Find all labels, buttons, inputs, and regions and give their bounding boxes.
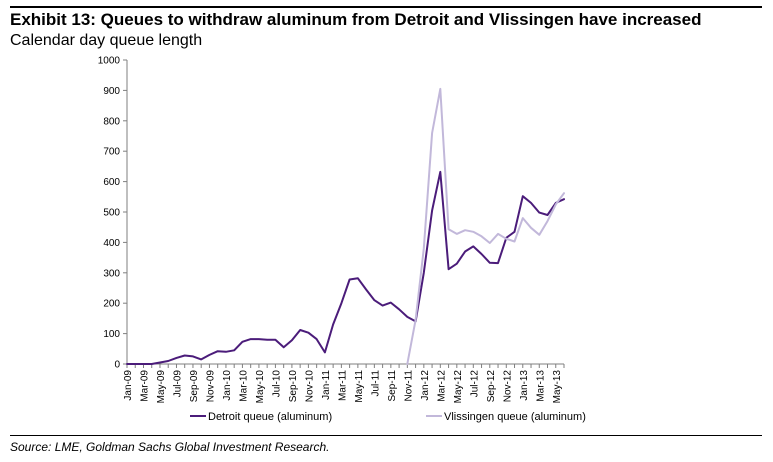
y-tick-label: 600 bbox=[103, 177, 120, 188]
legend-label-vlissingen: Vlissingen queue (aluminum) bbox=[444, 411, 586, 423]
x-tick-label: Sep-11 bbox=[387, 370, 398, 402]
x-tick-label: Jan-11 bbox=[321, 370, 332, 400]
x-tick-label: Mar-13 bbox=[535, 370, 546, 402]
y-tick-label: 900 bbox=[103, 86, 120, 97]
x-tick-label: Nov-12 bbox=[502, 370, 513, 403]
source-note: Source: LME, Goldman Sachs Global Invest… bbox=[10, 440, 330, 454]
y-tick-label: 100 bbox=[103, 329, 120, 340]
x-tick-label: Sep-10 bbox=[288, 370, 299, 403]
x-tick-label: May-10 bbox=[255, 370, 266, 404]
series-line-vlissingen bbox=[406, 87, 565, 365]
chart-title: Exhibit 13: Queues to withdraw aluminum … bbox=[10, 10, 702, 29]
x-tick-label: Jan-10 bbox=[222, 370, 233, 401]
y-tick-label: 500 bbox=[103, 208, 120, 219]
series-line-detroit bbox=[126, 170, 565, 365]
y-tick-label: 800 bbox=[103, 116, 120, 127]
x-tick-label: Jan-12 bbox=[420, 370, 431, 401]
y-tick-label: 200 bbox=[103, 299, 120, 310]
x-tick-label: Nov-11 bbox=[403, 370, 414, 402]
x-tick-label: Mar-09 bbox=[139, 370, 150, 402]
x-tick-label: May-09 bbox=[156, 370, 167, 404]
top-rule bbox=[10, 6, 762, 8]
x-tick-label: Jul-10 bbox=[271, 370, 282, 398]
x-tick-label: Jul-09 bbox=[172, 370, 183, 398]
x-tick-label: May-12 bbox=[453, 370, 464, 404]
x-tick-label: Mar-11 bbox=[337, 370, 348, 401]
x-tick-label: May-13 bbox=[552, 370, 563, 404]
x-tick-label: Jan-09 bbox=[123, 370, 134, 401]
x-tick-label: Nov-10 bbox=[304, 370, 315, 403]
bottom-rule bbox=[10, 435, 762, 436]
x-tick-label: Sep-09 bbox=[189, 370, 200, 403]
y-tick-label: 1000 bbox=[98, 56, 121, 67]
chart-subtitle: Calendar day queue length bbox=[10, 32, 203, 49]
x-tick-label: May-11 bbox=[354, 370, 365, 403]
x-tick-label: Jul-11 bbox=[370, 370, 381, 397]
y-tick-label: 0 bbox=[114, 360, 120, 371]
x-tick-label: Mar-10 bbox=[238, 370, 249, 402]
x-tick-label: Nov-09 bbox=[205, 370, 216, 403]
y-tick-label: 700 bbox=[103, 147, 120, 158]
x-tick-label: Jan-13 bbox=[519, 370, 530, 401]
x-tick-label: Mar-12 bbox=[436, 370, 447, 402]
y-tick-label: 400 bbox=[103, 238, 120, 249]
legend-label-detroit: Detroit queue (aluminum) bbox=[208, 411, 332, 423]
y-tick-label: 300 bbox=[103, 268, 120, 279]
x-tick-label: Jul-12 bbox=[469, 370, 480, 398]
x-tick-label: Sep-12 bbox=[486, 370, 497, 403]
